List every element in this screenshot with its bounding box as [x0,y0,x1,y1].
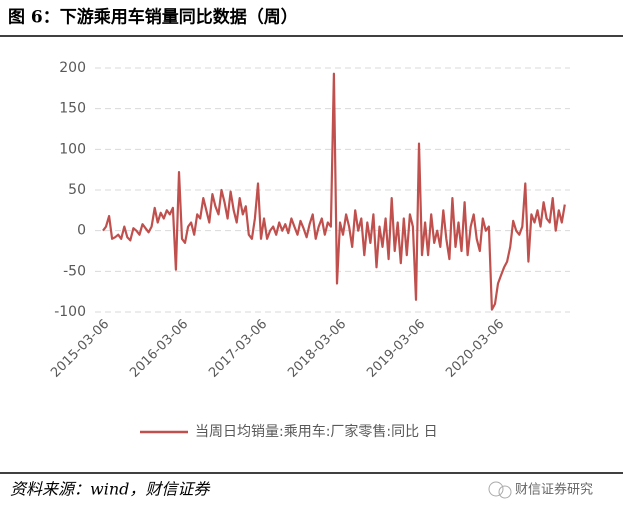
x-tick-label: 2016-03-06 [127,317,191,381]
watermark-icon [498,485,512,499]
y-tick-label: -100 [54,304,86,320]
line-series [102,72,566,311]
watermark: 财信证券研究 [515,482,593,498]
y-tick-label: 150 [59,101,86,117]
y-tick-label: 200 [59,60,86,76]
x-tick-label: 2020-03-06 [443,317,507,381]
y-tick-label: 0 [77,223,86,239]
legend-label: 当周日均销量:乘用车:厂家零售:同比 日 [195,423,438,440]
x-tick-label: 2018-03-06 [285,317,349,381]
x-tick-label: 2019-03-06 [364,317,428,381]
x-tick-label: 2015-03-06 [48,317,112,381]
chart-title: 图 6：下游乘用车销量同比数据（周） [8,7,298,28]
source-note: 资料来源：wind，财信证券 [10,480,211,499]
y-tick-label: -50 [63,263,86,279]
y-tick-label: 100 [59,141,86,157]
watermark-icon [488,481,504,497]
y-tick-label: 50 [68,182,86,198]
x-tick-label: 2017-03-06 [206,317,270,381]
